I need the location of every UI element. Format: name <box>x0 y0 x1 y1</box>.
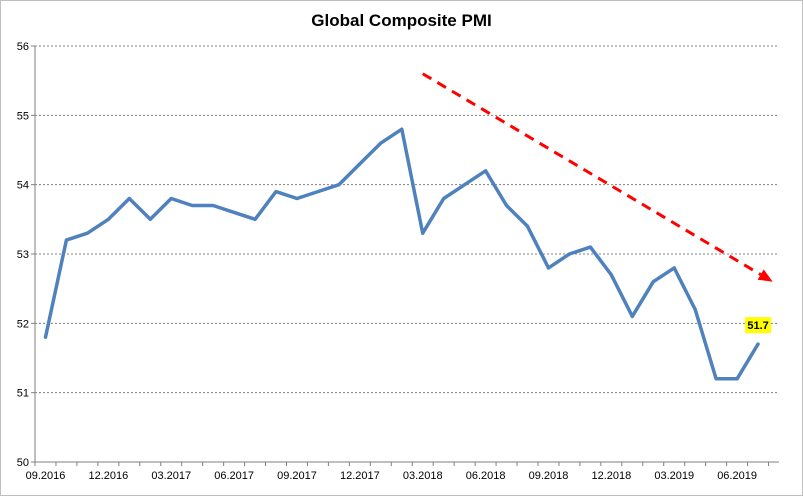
data-point <box>505 203 509 207</box>
data-point <box>253 217 257 221</box>
data-point <box>148 217 152 221</box>
y-tick-label: 56 <box>17 41 29 53</box>
data-point <box>672 266 676 270</box>
axes: 50 51 52 53 54 55 56 09.2016 12.2016 03.2017 06.20… <box>17 41 779 482</box>
chart-title: Global Composite PMI <box>311 11 492 30</box>
y-tick-label: 51 <box>17 388 29 400</box>
y-tick-label: 54 <box>17 180 29 192</box>
data-point <box>546 266 550 270</box>
data-point <box>211 203 215 207</box>
data-point <box>651 280 655 284</box>
data-point <box>358 162 362 166</box>
x-tick-label: 06.2017 <box>214 470 254 482</box>
data-point <box>190 203 194 207</box>
x-tick-label: 12.2016 <box>88 470 128 482</box>
data-point <box>630 314 634 318</box>
x-tick-label: 09.2016 <box>26 470 66 482</box>
data-point <box>714 377 718 381</box>
y-tick-label: 53 <box>17 249 29 261</box>
data-point <box>484 169 488 173</box>
data-point <box>463 183 467 187</box>
data-point <box>567 252 571 256</box>
y-tick-label: 55 <box>17 110 29 122</box>
data-point <box>735 377 739 381</box>
trend-arrow-head <box>757 269 773 282</box>
x-tick-label: 12.2017 <box>340 470 380 482</box>
data-point <box>43 335 47 339</box>
data-point <box>106 217 110 221</box>
data-label-layer: 51.7 <box>745 317 772 334</box>
data-point <box>127 197 131 201</box>
trend-arrow-line <box>421 72 762 276</box>
data-point <box>400 127 404 131</box>
y-tick-label: 50 <box>17 457 29 469</box>
x-tick-label: 06.2018 <box>466 470 506 482</box>
x-tick-label: 12.2018 <box>591 470 631 482</box>
data-point <box>316 190 320 194</box>
data-point <box>295 197 299 201</box>
data-point <box>64 238 68 242</box>
x-tick-label: 03.2019 <box>654 470 694 482</box>
x-tick-label: 09.2017 <box>277 470 317 482</box>
x-tick-label: 06.2019 <box>717 470 757 482</box>
x-tick-label: 03.2017 <box>151 470 191 482</box>
data-point <box>337 183 341 187</box>
data-label-box <box>745 317 772 334</box>
data-point <box>588 245 592 249</box>
data-point <box>85 231 89 235</box>
data-point <box>693 307 697 311</box>
x-tick-label: 03.2018 <box>403 470 443 482</box>
data-point <box>756 342 760 346</box>
data-point <box>442 197 446 201</box>
data-point <box>609 273 613 277</box>
data-point <box>421 231 425 235</box>
y-tick-label: 52 <box>17 318 29 330</box>
data-point <box>274 190 278 194</box>
data-point <box>232 210 236 214</box>
data-point <box>169 197 173 201</box>
data-label: 51.7 <box>747 320 768 332</box>
annotation-layer <box>421 72 773 282</box>
x-tick-label: 09.2018 <box>529 470 569 482</box>
data-point <box>379 141 383 145</box>
gridlines <box>35 45 779 394</box>
data-point <box>526 224 530 228</box>
series-layer <box>43 127 760 381</box>
